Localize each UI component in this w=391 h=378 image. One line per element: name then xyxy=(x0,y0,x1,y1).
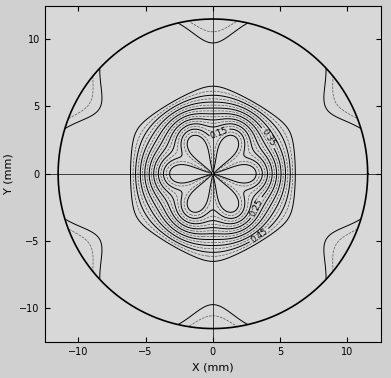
Text: 0.15: 0.15 xyxy=(209,126,229,141)
Text: 0.35: 0.35 xyxy=(260,128,277,148)
Y-axis label: Y (mm): Y (mm) xyxy=(4,153,14,194)
Text: 0.25: 0.25 xyxy=(248,197,265,218)
Text: 0.45: 0.45 xyxy=(249,227,269,245)
X-axis label: X (mm): X (mm) xyxy=(192,363,234,372)
